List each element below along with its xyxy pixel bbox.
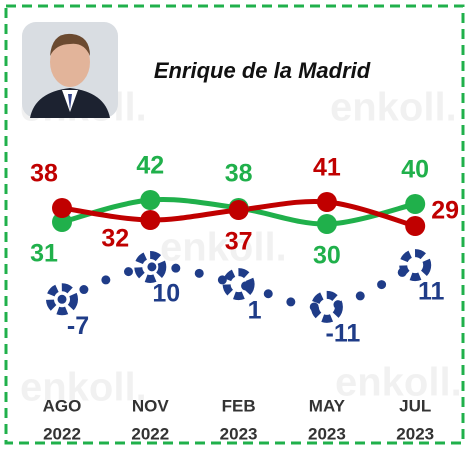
marker	[229, 200, 249, 220]
chart: enkoll.enkoll.enkoll.enkoll.enkoll. Enri…	[0, 0, 469, 449]
value-label: 40	[401, 156, 429, 184]
watermark: enkoll.	[330, 86, 457, 130]
value-label: 11	[418, 278, 445, 306]
value-label: -7	[67, 312, 89, 340]
marker	[227, 272, 251, 296]
marker	[403, 253, 427, 277]
x-tick-label: NOV	[132, 396, 170, 415]
value-label: 31	[30, 240, 58, 268]
value-label: 38	[225, 160, 253, 188]
x-tick-label: JUL	[399, 396, 431, 415]
x-tick-label: 2023	[396, 424, 434, 443]
marker	[140, 210, 160, 230]
value-label: 30	[313, 242, 341, 270]
value-label: 38	[30, 160, 58, 188]
marker	[317, 192, 337, 212]
x-tick-label: MAY	[309, 396, 346, 415]
marker	[317, 214, 337, 234]
value-label: 1	[248, 297, 262, 325]
chart-title: Enrique de la Madrid	[154, 58, 371, 83]
value-label: 42	[136, 152, 164, 180]
value-label: -11	[326, 320, 361, 348]
watermark: enkoll.	[20, 366, 147, 410]
x-tick-label: 2022	[131, 424, 169, 443]
value-label: 41	[313, 154, 341, 182]
x-tick-label: FEB	[222, 396, 256, 415]
value-label: 32	[101, 225, 129, 253]
marker	[140, 190, 160, 210]
value-label: 37	[225, 228, 253, 256]
marker	[405, 194, 425, 214]
watermark: enkoll.	[160, 226, 287, 270]
marker	[52, 198, 72, 218]
portrait	[22, 22, 118, 118]
x-tick-label: 2022	[43, 424, 81, 443]
x-tick-label: AGO	[43, 396, 82, 415]
value-label: 29	[431, 197, 459, 225]
x-tick-label: 2023	[220, 424, 258, 443]
x-tick-label: 2023	[308, 424, 346, 443]
marker	[405, 216, 425, 236]
value-label: 10	[152, 280, 180, 308]
